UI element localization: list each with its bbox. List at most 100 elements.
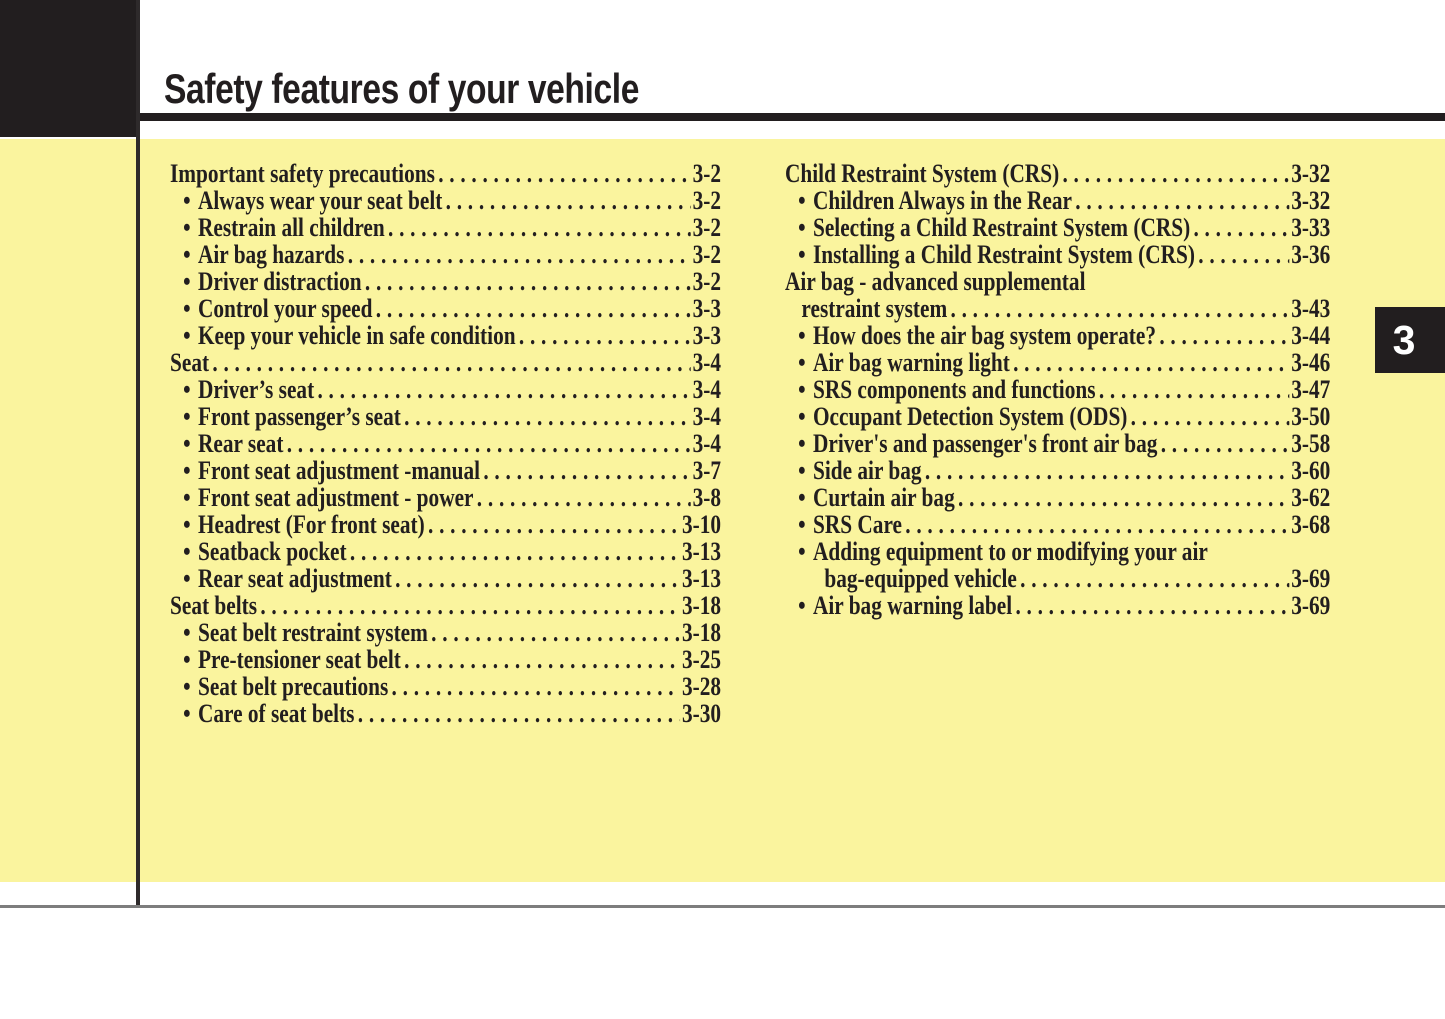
bullet-icon: • [183,537,191,566]
toc-entry: •Rear seat 3-4 [170,430,721,457]
bullet-icon: • [183,699,191,728]
dot-leader [1161,430,1290,457]
bullet-icon: • [798,348,806,377]
dot-leader [260,592,680,619]
dot-leader [951,295,1290,322]
bullet-icon: • [183,213,191,242]
toc-entry: •Control your speed 3-3 [170,295,721,322]
toc-entry: •SRS Care 3-68 [785,511,1330,538]
toc-entry-label: Air bag - advanced supplemental [785,267,1086,296]
toc-entry-label: Front passenger’s seat [197,402,401,431]
toc-entry: •Restrain all children 3-2 [170,214,721,241]
toc-entry-page: 3-13 [681,537,722,566]
bullet-icon: • [183,564,191,593]
toc-entry-page: 3-32 [1291,186,1331,215]
toc-entry-label: Installing a Child Restraint System (CRS… [812,240,1195,269]
toc-entry-page: 3-47 [1291,375,1331,404]
toc-entry-label: Front seat adjustment -manual [197,456,481,485]
toc-entry-label: bag-equipped vehicle [824,564,1017,593]
toc-column-right: Child Restraint System (CRS)3-32•Childre… [785,160,1330,619]
dot-leader [1075,187,1289,214]
bullet-icon: • [183,402,191,431]
bullet-icon: • [183,186,191,215]
toc-entry: •Rear seat adjustment 3-13 [170,565,721,592]
toc-entry: •Driver's and passenger's front air bag 3… [785,430,1330,457]
toc-entry-page: 3-4 [692,375,722,404]
dot-leader [477,484,691,511]
toc-entry-page: 3-32 [1291,159,1331,188]
dot-leader [1159,322,1289,349]
dot-leader [438,160,691,187]
toc-entry-page: 3-46 [1291,348,1331,377]
page-title: Safety features of your vehicle [164,65,639,112]
toc-entry-label: Driver distraction [197,267,362,296]
toc-entry: •Always wear your seat belt 3-2 [170,187,721,214]
dot-leader [446,187,691,214]
bullet-icon: • [183,618,191,647]
bullet-icon: • [183,510,191,539]
toc-entry-page: 3-50 [1291,402,1331,431]
toc-entry-page: 3-4 [692,348,722,377]
toc-entry-page: 3-13 [681,564,722,593]
corner-block [0,0,136,137]
toc-entry-label: Control your speed [197,294,373,323]
bullet-icon: • [798,240,806,269]
toc-entry: Seat 3-4 [170,349,721,376]
toc-entry-page: 3-2 [692,159,722,188]
bullet-icon: • [183,483,191,512]
toc-entry-label: Selecting a Child Restraint System (CRS) [812,213,1191,242]
toc-entry: •Curtain air bag 3-62 [785,484,1330,511]
toc-entry-label: Air bag warning label [812,591,1013,620]
bullet-icon: • [183,645,191,674]
toc-entry: •Front seat adjustment - power 3-8 [170,484,721,511]
dot-leader [392,673,681,700]
toc-entry: •SRS components and functions 3-47 [785,376,1330,403]
toc-entry: •Pre-tensioner seat belt 3-25 [170,646,721,673]
toc-entry: • Installing a Child Restraint System (CR… [785,241,1330,268]
toc-entry-page: 3-18 [681,618,722,647]
toc-entry-page: 3-2 [692,240,722,269]
toc-entry: •Front passenger’s seat 3-4 [170,403,721,430]
dot-leader [1015,592,1289,619]
dot-leader [905,511,1289,538]
toc-entry-label: Children Always in the Rear [812,186,1072,215]
bullet-icon: • [798,510,806,539]
toc-entry-label: Headrest (For front seat) [197,510,425,539]
toc-entry-label: Curtain air bag [812,483,955,512]
toc-entry-page: 3-2 [692,267,722,296]
bullet-icon: • [798,429,806,458]
toc-entry-page: 3-7 [692,456,722,485]
bullet-icon: • [798,375,806,404]
dot-leader [287,430,691,457]
bullet-icon: • [798,186,806,215]
bullet-icon: • [798,456,806,485]
toc-entry-label: restraint system [801,294,948,323]
bullet-icon: • [183,375,191,404]
toc-entry-label: Seatback pocket [197,537,347,566]
toc-entry: restraint system 3-43 [785,295,1330,322]
title-underline-rule [136,113,1445,121]
toc-entry-label: Rear seat [197,429,284,458]
toc-entry: •Air bag warning label 3-69 [785,592,1330,619]
toc-entry-label: Driver's and passenger's front air bag [812,429,1158,458]
toc-entry: •Occupant Detection System (ODS) 3-50 [785,403,1330,430]
bullet-icon: • [798,483,806,512]
toc-entry-label: Child Restraint System (CRS) [785,159,1060,188]
toc-entry: •Keep your vehicle in safe condition 3-3 [170,322,721,349]
toc-entry-page: 3-30 [681,699,722,728]
dot-leader [365,268,691,295]
toc-entry-label: Front seat adjustment - power [197,483,474,512]
toc-entry-page: 3-10 [681,510,722,539]
toc-entry-label: Care of seat belts [197,699,355,728]
bullet-icon: • [183,267,191,296]
footer-rule [0,905,1445,908]
toc-entry-label: Driver’s seat [197,375,315,404]
toc-entry-label: Seat [170,348,210,377]
dot-leader [317,376,691,403]
toc-entry-label: Always wear your seat belt [197,186,443,215]
toc-entry: •Seat belt restraint system 3-18 [170,619,721,646]
toc-entry: •Seatback pocket 3-13 [170,538,721,565]
toc-entry-label: Seat belt precautions [197,672,389,701]
toc-entry-page: 3-33 [1291,213,1331,242]
